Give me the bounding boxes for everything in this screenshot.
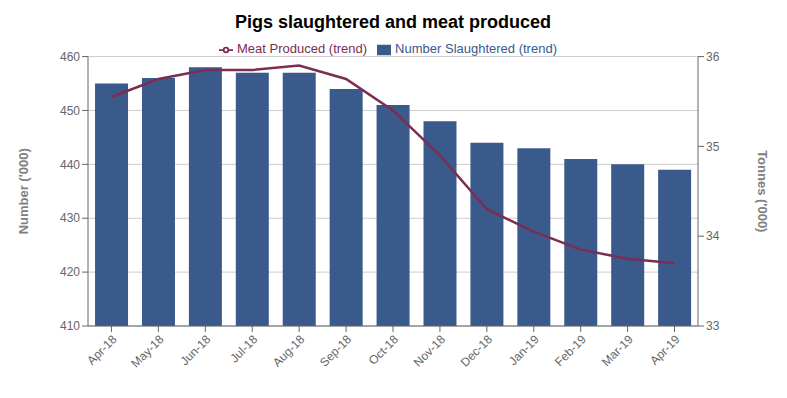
svg-text:Number ('000): Number ('000) <box>16 148 31 234</box>
svg-text:Jun-18: Jun-18 <box>178 332 214 368</box>
svg-text:36: 36 <box>706 50 720 64</box>
svg-text:Dec-18: Dec-18 <box>458 332 495 369</box>
svg-text:420: 420 <box>60 265 80 279</box>
svg-text:Feb-19: Feb-19 <box>552 332 589 369</box>
svg-text:Apr-19: Apr-19 <box>647 332 683 368</box>
svg-text:35: 35 <box>706 140 720 154</box>
svg-text:Apr-18: Apr-18 <box>84 332 120 368</box>
html-text:Pigs slaughtered and meat prod: Pigs slaughtered and meat produced <box>235 12 551 32</box>
svg-text:430: 430 <box>60 211 80 225</box>
svg-text:460: 460 <box>60 50 80 64</box>
svg-text:Jan-19: Jan-19 <box>506 332 542 368</box>
svg-text:May-18: May-18 <box>128 332 166 370</box>
svg-text:Aug-18: Aug-18 <box>270 332 307 369</box>
svg-text:Oct-18: Oct-18 <box>366 332 402 368</box>
svg-text:Mar-19: Mar-19 <box>599 332 636 369</box>
svg-text:440: 440 <box>60 158 80 172</box>
svg-text:Tonnes ('000): Tonnes ('000) <box>755 150 770 232</box>
svg-text:Jul-18: Jul-18 <box>227 332 260 365</box>
svg-text:Nov-18: Nov-18 <box>411 332 448 369</box>
svg-text:33: 33 <box>706 319 720 333</box>
svg-text:450: 450 <box>60 104 80 118</box>
html-text:Number Slaughtered (trend): Number Slaughtered (trend) <box>395 41 557 56</box>
svg-text:410: 410 <box>60 319 80 333</box>
svg-text:Sep-18: Sep-18 <box>317 332 354 369</box>
html-text:Meat Produced (trend): Meat Produced (trend) <box>237 41 368 56</box>
svg-text:34: 34 <box>706 229 720 243</box>
